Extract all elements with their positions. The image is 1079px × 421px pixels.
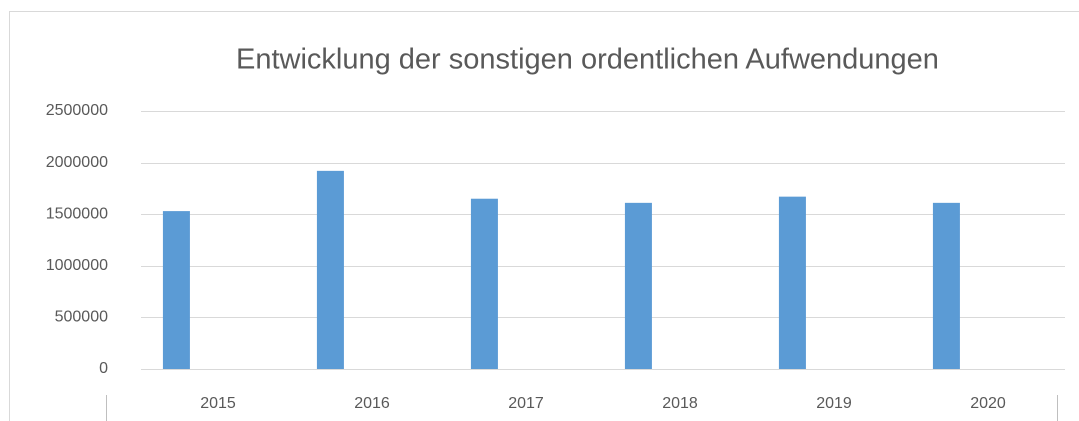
- y-tick-label: 1500000: [46, 205, 108, 222]
- x-tick-label: 2020: [970, 395, 1006, 412]
- x-tick-label: 2016: [354, 395, 390, 412]
- chart-title: Entwicklung der sonstigen ordentlichen A…: [236, 44, 939, 76]
- bar: [316, 170, 344, 369]
- y-tick-label: 500000: [55, 309, 108, 326]
- bar: [624, 202, 652, 369]
- y-tick-label: 2500000: [46, 102, 108, 119]
- x-tick-label: 2015: [200, 395, 236, 412]
- x-tick-label: 2018: [662, 395, 698, 412]
- y-tick-label: 2000000: [46, 154, 108, 171]
- x-tick-label: 2017: [508, 395, 544, 412]
- y-tick-label: 1000000: [46, 257, 108, 274]
- bar: [778, 196, 806, 369]
- bar: [470, 198, 498, 369]
- bar: [162, 211, 190, 369]
- y-tick-label: 0: [99, 360, 108, 377]
- bar: [932, 202, 960, 369]
- x-tick-label: 2019: [816, 395, 852, 412]
